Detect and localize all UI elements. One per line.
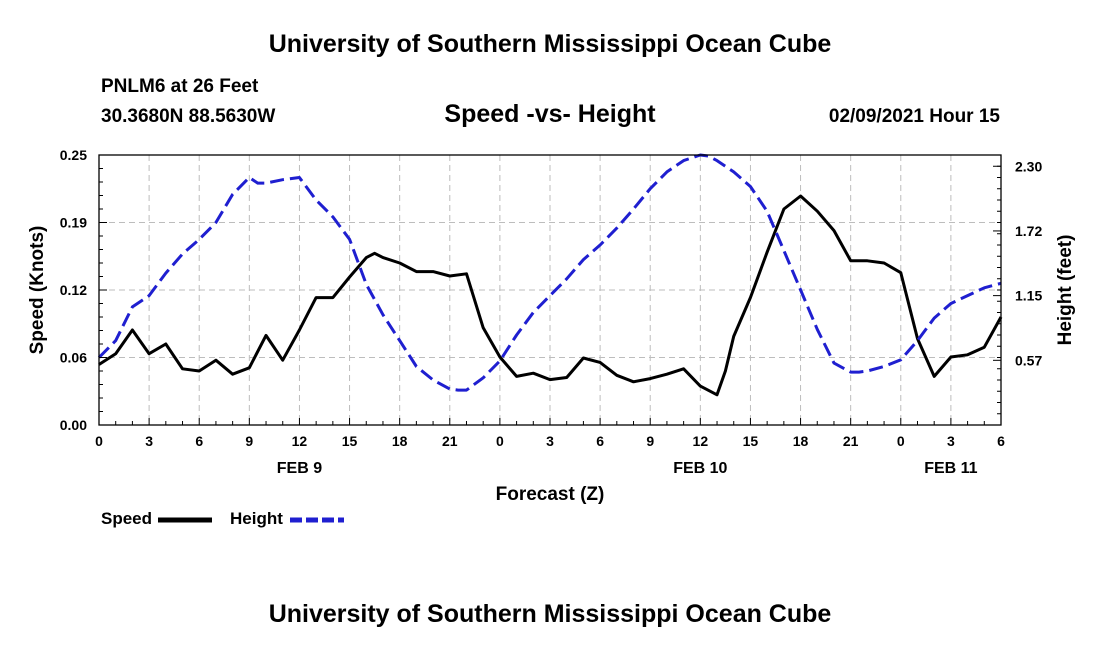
y-left-tick-label: 0.12 xyxy=(60,282,87,298)
axes: 0 3 6 9 12 15 18 21 0 3 6 9 12 15 18 21 0 3 6 FEB 9 FEB 10 FE… xyxy=(60,147,1043,477)
height-series-line xyxy=(97,153,1002,392)
y-left-tick-label: 0.19 xyxy=(60,215,87,231)
date-label: FEB 11 xyxy=(924,460,977,477)
x-tick-label: 21 xyxy=(843,433,859,449)
y-right-tick-label: 1.72 xyxy=(1015,223,1042,239)
footer-title: University of Southern Mississippi Ocean… xyxy=(268,600,832,628)
x-tick-label: 9 xyxy=(245,433,253,449)
x-tick-label: 6 xyxy=(997,433,1005,449)
date-label: FEB 10 xyxy=(673,460,727,477)
y-right-tick-label: 2.30 xyxy=(1015,158,1042,174)
x-tick-label: 3 xyxy=(546,433,554,449)
y-left-tick-label: 0.25 xyxy=(60,147,87,163)
x-tick-label: 0 xyxy=(897,433,905,449)
x-tick-label: 18 xyxy=(793,433,809,449)
chart-title: Speed -vs- Height xyxy=(444,100,656,128)
series-lines xyxy=(97,153,1003,397)
x-tick-label: 12 xyxy=(292,433,308,449)
x-tick-label: 0 xyxy=(496,433,504,449)
x-tick-label: 21 xyxy=(442,433,458,449)
y-right-tick-label: 1.15 xyxy=(1015,288,1042,304)
x-axis-label: Forecast (Z) xyxy=(496,484,605,505)
x-tick-label: 3 xyxy=(947,433,955,449)
legend-speed-label: Speed xyxy=(101,509,152,528)
y-left-axis-label: Speed (Knots) xyxy=(27,226,48,355)
y-left-tick-label: 0.06 xyxy=(60,350,87,366)
run-time: 02/09/2021 Hour 15 xyxy=(828,106,1000,127)
legend: Speed Height xyxy=(101,509,344,528)
x-tick-label: 12 xyxy=(693,433,709,449)
date-label: FEB 9 xyxy=(277,460,322,477)
grid-lines xyxy=(99,155,1001,425)
x-tick-label: 0 xyxy=(95,433,103,449)
speed-series-line xyxy=(98,194,1003,397)
x-tick-label: 15 xyxy=(743,433,759,449)
x-tick-label: 15 xyxy=(342,433,358,449)
x-tick-label: 9 xyxy=(646,433,654,449)
x-tick-label: 6 xyxy=(596,433,604,449)
y-left-tick-label: 0.00 xyxy=(60,417,87,433)
x-tick-label: 3 xyxy=(145,433,153,449)
legend-height-label: Height xyxy=(230,509,283,528)
header-title: University of Southern Mississippi Ocean… xyxy=(268,30,832,58)
y-right-tick-label: 0.57 xyxy=(1015,352,1042,368)
x-tick-label: 6 xyxy=(195,433,203,449)
y-right-axis-label: Height (feet) xyxy=(1055,235,1076,346)
station-id: PNLM6 at 26 Feet xyxy=(101,76,259,97)
station-coords: 30.3680N 88.5630W xyxy=(101,106,276,127)
x-tick-label: 18 xyxy=(392,433,408,449)
